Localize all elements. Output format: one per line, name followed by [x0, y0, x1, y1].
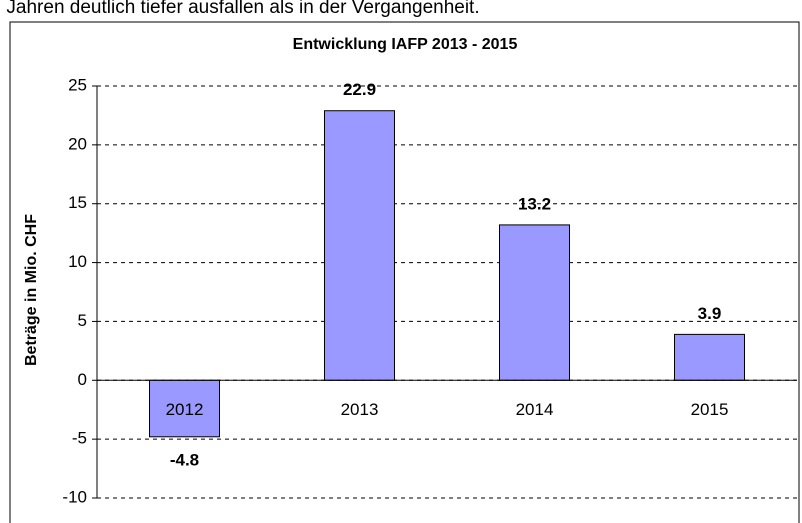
chart-border [9, 21, 800, 523]
value-label: 22.9 [343, 80, 376, 99]
bar [324, 110, 395, 381]
y-tick-label: 10 [68, 252, 87, 271]
y-tick-label: -10 [62, 487, 87, 506]
x-tick-label: 2013 [341, 400, 379, 419]
y-tick-label: 5 [78, 311, 87, 330]
y-tick-label: 15 [68, 193, 87, 212]
value-label: -4.8 [170, 450, 199, 469]
y-axis-label: Beträge in Mio. CHF [23, 214, 40, 366]
x-tick-label: 2015 [691, 400, 729, 419]
bar [499, 224, 570, 381]
x-tick-label: 2012 [166, 400, 204, 419]
cropped-paragraph: en Jahren deutlich tiefer ausfallen als … [0, 0, 480, 18]
y-tick-label: 25 [68, 75, 87, 94]
value-label: 3.9 [698, 304, 722, 323]
y-tick-label: 0 [78, 370, 87, 389]
bar [674, 333, 745, 381]
value-label: 13.2 [518, 194, 551, 213]
bar [149, 379, 220, 438]
chart-title: Entwicklung IAFP 2013 - 2015 [293, 36, 518, 53]
y-tick-label: -5 [72, 429, 87, 448]
y-tick-label: 20 [68, 134, 87, 153]
x-tick-label: 2014 [516, 400, 554, 419]
